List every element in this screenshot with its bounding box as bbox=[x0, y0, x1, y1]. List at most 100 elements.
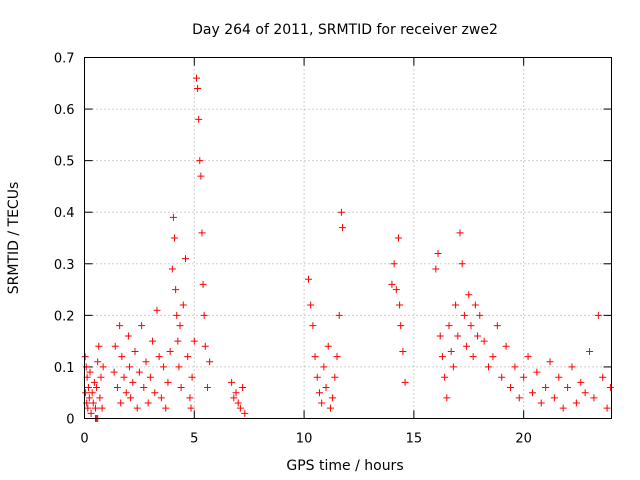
data-point bbox=[454, 332, 462, 340]
data-point bbox=[603, 404, 611, 412]
data-point bbox=[142, 358, 150, 366]
data-point bbox=[333, 353, 341, 361]
data-point bbox=[200, 311, 208, 319]
data-point bbox=[315, 389, 323, 397]
x-tick-label: 5 bbox=[190, 432, 198, 447]
data-point bbox=[311, 353, 319, 361]
data-point bbox=[144, 399, 152, 407]
data-point bbox=[86, 368, 94, 376]
data-point bbox=[550, 394, 558, 402]
data-point bbox=[339, 224, 347, 232]
data-point bbox=[131, 347, 139, 355]
data-point bbox=[236, 404, 244, 412]
data-point bbox=[452, 301, 460, 309]
data-point bbox=[449, 363, 457, 371]
data-point bbox=[485, 363, 493, 371]
data-point bbox=[443, 394, 451, 402]
data-point bbox=[85, 394, 93, 402]
data-point bbox=[94, 358, 102, 366]
y-axis-title: SRMTID / TECUs bbox=[6, 182, 22, 295]
x-axis-title: GPS time / hours bbox=[286, 458, 403, 474]
data-point bbox=[198, 229, 206, 237]
data-point bbox=[337, 208, 345, 216]
data-point bbox=[124, 332, 132, 340]
data-point bbox=[322, 384, 330, 392]
x-tick-label: 20 bbox=[515, 432, 532, 447]
data-point bbox=[234, 399, 242, 407]
data-point bbox=[93, 384, 101, 392]
x-tick-label: 0 bbox=[80, 432, 88, 447]
data-point bbox=[110, 368, 118, 376]
x-tick-labels: 0 5 10 15 20 bbox=[80, 432, 532, 447]
data-point bbox=[230, 394, 238, 402]
data-point bbox=[129, 378, 137, 386]
data-point bbox=[324, 342, 332, 350]
data-point bbox=[90, 378, 98, 386]
data-point bbox=[326, 404, 334, 412]
data-point bbox=[113, 384, 121, 392]
y-tick-label: 0.4 bbox=[54, 206, 75, 221]
data-point bbox=[232, 389, 240, 397]
data-point bbox=[533, 368, 541, 376]
data-point bbox=[395, 234, 403, 242]
data-point bbox=[91, 404, 99, 412]
x-tick-label: 10 bbox=[296, 432, 313, 447]
data-point bbox=[474, 332, 482, 340]
plot-frame bbox=[84, 57, 612, 419]
data-point bbox=[399, 347, 407, 355]
data-point bbox=[151, 389, 159, 397]
data-point bbox=[197, 172, 205, 180]
data-point bbox=[469, 353, 477, 361]
data-point bbox=[307, 301, 315, 309]
data-point bbox=[117, 399, 125, 407]
data-point bbox=[95, 342, 103, 350]
data-point bbox=[309, 322, 317, 330]
data-point bbox=[392, 286, 400, 294]
data-point bbox=[194, 84, 202, 92]
data-point bbox=[568, 363, 576, 371]
y-tick-label: 0.2 bbox=[54, 309, 75, 324]
data-point bbox=[120, 373, 128, 381]
data-point bbox=[176, 322, 184, 330]
data-point bbox=[436, 332, 444, 340]
data-point bbox=[401, 378, 409, 386]
data-point bbox=[432, 265, 440, 273]
data-point bbox=[520, 373, 528, 381]
data-point bbox=[127, 394, 135, 402]
data-point bbox=[586, 347, 594, 355]
data-series-srmtid bbox=[81, 74, 614, 422]
chart-title: Day 264 of 2011, SRMTID for receiver zwe… bbox=[192, 22, 498, 38]
data-point bbox=[201, 342, 209, 350]
data-point bbox=[126, 363, 134, 371]
data-point bbox=[537, 399, 545, 407]
x-tick-label: 15 bbox=[406, 432, 423, 447]
data-point bbox=[82, 363, 90, 371]
data-point bbox=[196, 157, 204, 165]
data-point bbox=[206, 358, 214, 366]
data-point bbox=[445, 322, 453, 330]
data-point bbox=[88, 389, 96, 397]
data-point bbox=[166, 347, 174, 355]
data-point bbox=[606, 384, 614, 392]
data-point bbox=[458, 260, 466, 268]
data-point bbox=[489, 353, 497, 361]
data-point bbox=[467, 322, 475, 330]
data-point bbox=[140, 384, 148, 392]
data-point bbox=[335, 311, 343, 319]
data-point bbox=[498, 373, 506, 381]
data-point bbox=[162, 404, 170, 412]
y-tick-labels: 0 0.1 0.2 0.3 0.4 0.5 0.6 0.7 bbox=[54, 52, 75, 428]
y-tick-label: 0.1 bbox=[54, 361, 75, 376]
data-point bbox=[186, 394, 194, 402]
data-point bbox=[174, 337, 182, 345]
data-point bbox=[559, 404, 567, 412]
data-point bbox=[471, 301, 479, 309]
data-point bbox=[447, 347, 455, 355]
data-point bbox=[441, 373, 449, 381]
data-point bbox=[465, 291, 473, 299]
data-point bbox=[546, 358, 554, 366]
data-point bbox=[81, 353, 89, 361]
data-point bbox=[82, 389, 90, 397]
data-point bbox=[133, 404, 141, 412]
data-point bbox=[164, 378, 172, 386]
